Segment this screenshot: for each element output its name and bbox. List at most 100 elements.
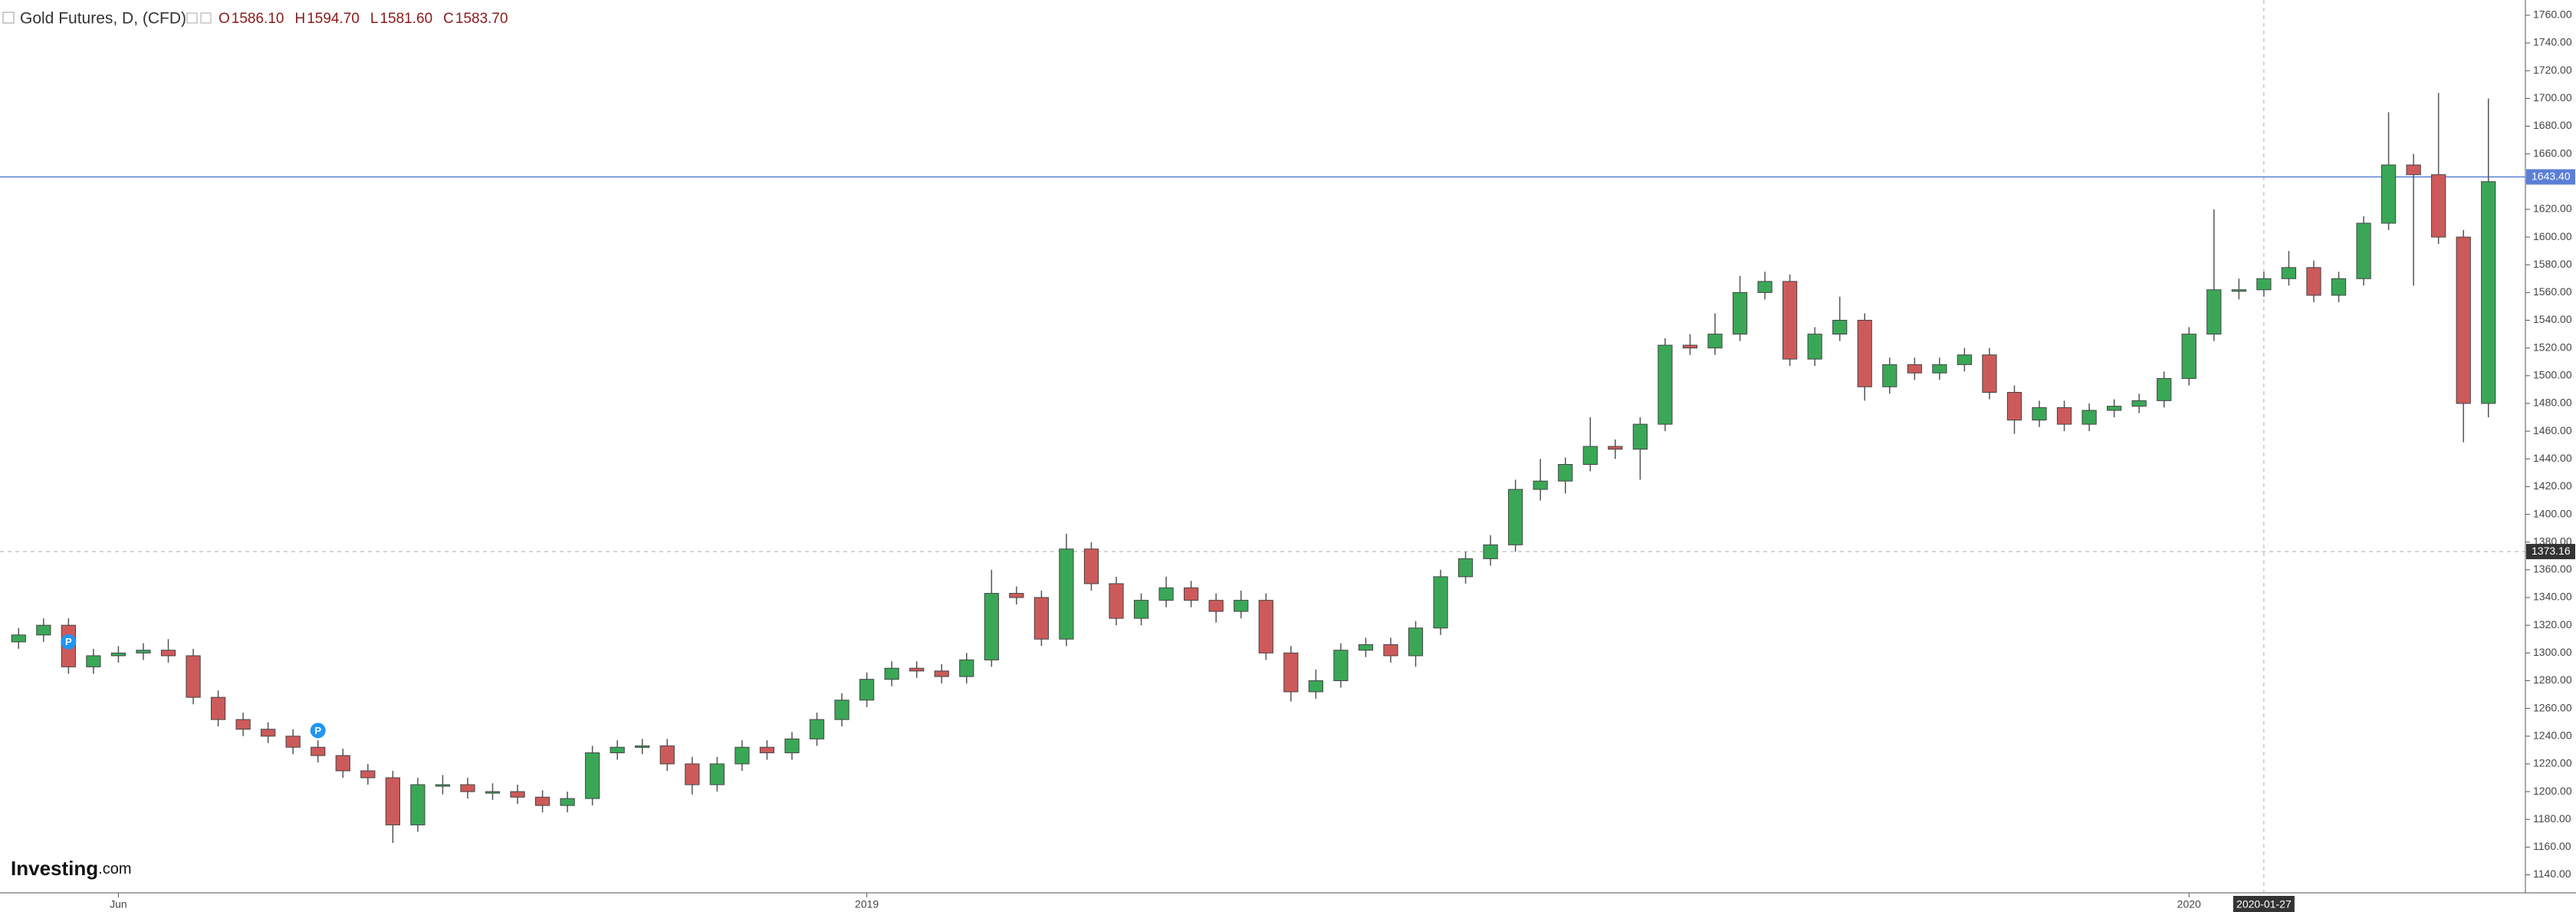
candle-body bbox=[585, 752, 600, 799]
y-tick-label: 1560.00 bbox=[2533, 285, 2572, 298]
price-line-label: 1643.40 bbox=[2532, 170, 2571, 182]
candle-body bbox=[86, 655, 101, 667]
y-tick-label: 1720.00 bbox=[2533, 64, 2572, 76]
x-tick-label: 2019 bbox=[855, 898, 879, 910]
candle-body bbox=[1982, 354, 1997, 393]
candle-body bbox=[2032, 407, 2047, 421]
candle-body bbox=[1632, 423, 1648, 450]
ohlc-value: 1594.70 bbox=[307, 11, 360, 27]
candle-body bbox=[1782, 281, 1798, 360]
ohlc-header: O 1586.10 H 1594.70 L 1581.60 C 1583.70 bbox=[186, 11, 508, 27]
watermark: Investing.com bbox=[11, 857, 131, 880]
candle-body bbox=[1109, 583, 1124, 619]
candle-body bbox=[1732, 291, 1748, 335]
candle-body bbox=[809, 719, 825, 739]
ohlc-value: 1586.10 bbox=[232, 11, 284, 27]
y-tick-label: 1360.00 bbox=[2533, 563, 2572, 575]
y-tick-label: 1500.00 bbox=[2533, 369, 2572, 381]
candle-body bbox=[2206, 289, 2222, 335]
candle-body bbox=[2481, 181, 2496, 404]
crosshair-y-label: 1373.16 bbox=[2532, 545, 2571, 557]
annotation-text: P bbox=[65, 636, 72, 647]
candle-body bbox=[1408, 627, 1424, 657]
crosshair-y-box bbox=[2526, 544, 2575, 560]
icon bbox=[200, 12, 212, 24]
candle-body bbox=[1582, 446, 1598, 465]
candle-body bbox=[1308, 680, 1323, 693]
candle-body bbox=[1658, 344, 1673, 425]
candle-body bbox=[1234, 600, 1249, 612]
candle-body bbox=[1033, 597, 1050, 640]
candle-body bbox=[460, 784, 475, 792]
y-tick-label: 1740.00 bbox=[2533, 36, 2572, 48]
candle-body bbox=[1932, 364, 1947, 374]
ohlc-value: 1583.70 bbox=[455, 11, 508, 27]
candle-body bbox=[285, 736, 301, 748]
chart-title: Gold Futures, D, (CFD) bbox=[20, 10, 186, 28]
candle-body bbox=[909, 667, 925, 672]
candle-body bbox=[1882, 364, 1898, 387]
y-tick-label: 1280.00 bbox=[2533, 673, 2572, 686]
candle-body bbox=[2231, 289, 2246, 292]
candle-body bbox=[2406, 164, 2421, 176]
annotation-marker bbox=[310, 723, 326, 739]
candle-body bbox=[1258, 600, 1273, 654]
candle-body bbox=[510, 791, 525, 798]
y-tick-label: 1660.00 bbox=[2533, 147, 2572, 159]
candle-body bbox=[1358, 644, 1374, 651]
candle-body bbox=[534, 796, 550, 806]
candle-body bbox=[2082, 410, 2097, 425]
candle-body bbox=[485, 791, 501, 794]
y-tick-label: 1600.00 bbox=[2533, 230, 2572, 242]
y-tick-label: 1620.00 bbox=[2533, 202, 2572, 215]
candle-body bbox=[560, 798, 575, 806]
y-tick-label: 1520.00 bbox=[2533, 341, 2572, 353]
candle-body bbox=[1283, 652, 1299, 693]
candle-body bbox=[2006, 392, 2022, 421]
candle-body bbox=[659, 745, 675, 765]
y-tick-label: 1420.00 bbox=[2533, 479, 2572, 492]
candle-body bbox=[1682, 344, 1698, 349]
candle-body bbox=[709, 763, 725, 785]
candle-body bbox=[410, 784, 426, 825]
candle-body bbox=[1508, 489, 1523, 545]
collapse-icon[interactable] bbox=[2, 12, 15, 24]
candle-body bbox=[1558, 463, 1573, 482]
icon bbox=[186, 12, 198, 24]
candle-body bbox=[1433, 576, 1448, 629]
candle-body bbox=[1457, 558, 1474, 578]
y-tick-label: 1680.00 bbox=[2533, 119, 2572, 131]
candle-body bbox=[934, 670, 949, 677]
candle-body bbox=[1133, 600, 1149, 619]
candle-body bbox=[2157, 377, 2172, 401]
y-tick-label: 1400.00 bbox=[2533, 507, 2572, 519]
y-tick-label: 1580.00 bbox=[2533, 258, 2572, 270]
candle-body bbox=[2256, 278, 2272, 291]
candle-body bbox=[959, 659, 974, 677]
y-tick-label: 1340.00 bbox=[2533, 591, 2572, 603]
candle-body bbox=[1333, 650, 1349, 681]
candle-body bbox=[2306, 267, 2321, 296]
candle-body bbox=[759, 746, 775, 753]
candle-body bbox=[186, 655, 201, 698]
x-tick-label: 2020 bbox=[2177, 898, 2201, 910]
candle-body bbox=[1832, 320, 1848, 335]
watermark-brand: Investing bbox=[11, 857, 98, 880]
candle-body bbox=[984, 593, 999, 660]
crosshair-x-box bbox=[2233, 896, 2295, 912]
candle-body bbox=[834, 700, 849, 720]
y-tick-label: 1320.00 bbox=[2533, 618, 2572, 630]
candle-body bbox=[235, 719, 251, 730]
candle-body bbox=[1208, 600, 1224, 612]
candle-body bbox=[1907, 364, 1922, 374]
candle-body bbox=[610, 746, 625, 753]
y-tick-label: 1760.00 bbox=[2533, 8, 2572, 21]
y-tick-label: 1440.00 bbox=[2533, 452, 2572, 464]
ohlc-key: O bbox=[219, 11, 230, 27]
candle-body bbox=[435, 784, 451, 787]
candle-body bbox=[385, 777, 400, 825]
candle-body bbox=[1957, 354, 1973, 365]
candle-body bbox=[2456, 236, 2471, 404]
